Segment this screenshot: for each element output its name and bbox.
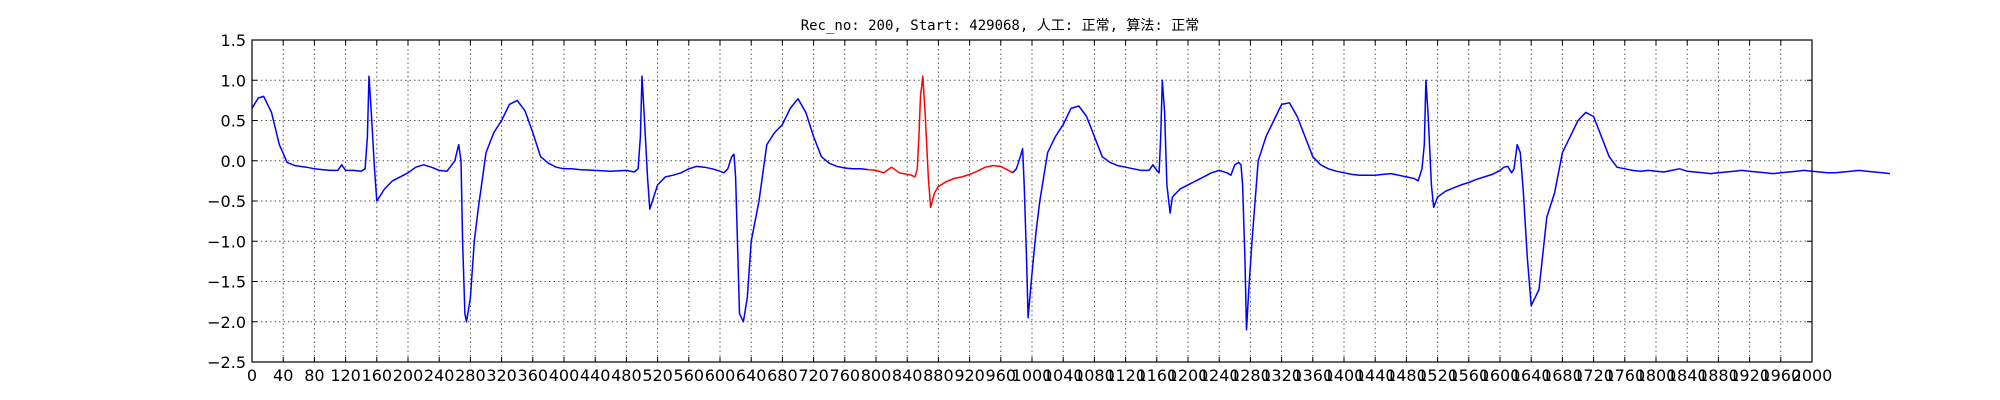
x-tick-label: 320: [486, 366, 517, 385]
x-tick-label: 720: [798, 366, 829, 385]
x-tick-label: 440: [580, 366, 611, 385]
x-tick-label: 1880: [1698, 366, 1739, 385]
x-tick-label: 1520: [1417, 366, 1458, 385]
y-tick-label: 1.5: [221, 31, 246, 50]
x-tick-label: 1640: [1511, 366, 1552, 385]
x-tick-label: 1560: [1448, 366, 1489, 385]
x-tick-label: 1040: [1043, 366, 1084, 385]
x-tick-label: 1000: [1012, 366, 1053, 385]
x-tick-label: 120: [330, 366, 361, 385]
y-tick-label: 0.0: [221, 152, 246, 171]
x-tick-label: 1080: [1074, 366, 1115, 385]
x-tick-label: 760: [830, 366, 861, 385]
highlighted-beat-line: [868, 75, 1013, 209]
x-tick-label: 1480: [1386, 366, 1427, 385]
x-tick-label: 360: [518, 366, 549, 385]
y-tick-label: −1.0: [207, 232, 246, 251]
x-tick-label: 1120: [1105, 366, 1146, 385]
x-tick-label: 80: [304, 366, 324, 385]
y-tick-label: −1.5: [207, 273, 246, 292]
label-layer: 0 40 80 120 160 200 240 280 320 360 400 440 480 520 56…: [207, 31, 1832, 385]
x-tick-label: 1160: [1136, 366, 1177, 385]
x-tick-label: 240: [424, 366, 455, 385]
x-tick-label: 640: [736, 366, 767, 385]
x-tick-label: 40: [273, 366, 293, 385]
x-tick-label: 840: [892, 366, 923, 385]
x-tick-label: 560: [674, 366, 705, 385]
y-tick-label: 0.5: [221, 112, 246, 131]
x-tick-label: 1800: [1636, 366, 1677, 385]
y-tick-label: 1.0: [221, 71, 246, 90]
series-layer: [251, 75, 1891, 331]
x-tick-label: 1840: [1667, 366, 1708, 385]
x-tick-label: 1200: [1168, 366, 1209, 385]
x-tick-label: 680: [767, 366, 798, 385]
y-tick-label: −2.0: [207, 313, 246, 332]
x-tick-label: 480: [611, 366, 642, 385]
x-tick-label: 520: [642, 366, 673, 385]
x-tick-label: 1720: [1573, 366, 1614, 385]
y-tick-label: −2.5: [207, 353, 246, 372]
x-tick-label: 280: [455, 366, 486, 385]
x-tick-label: 2000: [1792, 366, 1833, 385]
x-tick-label: 400: [549, 366, 580, 385]
x-tick-label: 920: [954, 366, 985, 385]
x-tick-label: 160: [362, 366, 393, 385]
x-tick-label: 800: [861, 366, 892, 385]
x-tick-label: 1240: [1199, 366, 1240, 385]
x-tick-label: 1280: [1230, 366, 1271, 385]
x-tick-label: 600: [705, 366, 736, 385]
x-tick-label: 1760: [1604, 366, 1645, 385]
x-tick-label: 1320: [1261, 366, 1302, 385]
x-tick-label: 1680: [1542, 366, 1583, 385]
x-tick-label: 880: [923, 366, 954, 385]
ecg-series-line: [251, 75, 869, 323]
chart-title: Rec_no: 200, Start: 429068, 人工: 正常, 算法: …: [801, 18, 1200, 34]
x-tick-label: 1440: [1355, 366, 1396, 385]
x-tick-label: 960: [986, 366, 1017, 385]
x-tick-label: 1400: [1324, 366, 1365, 385]
ecg-series-line: [1011, 79, 1891, 331]
x-tick-label: 1960: [1760, 366, 1801, 385]
x-tick-label: 0: [247, 366, 257, 385]
tick-layer: [251, 39, 1813, 363]
y-tick-label: −0.5: [207, 192, 246, 211]
x-tick-label: 1360: [1292, 366, 1333, 385]
x-tick-label: 200: [393, 366, 424, 385]
x-tick-label: 1920: [1729, 366, 1770, 385]
x-tick-label: 1600: [1480, 366, 1521, 385]
